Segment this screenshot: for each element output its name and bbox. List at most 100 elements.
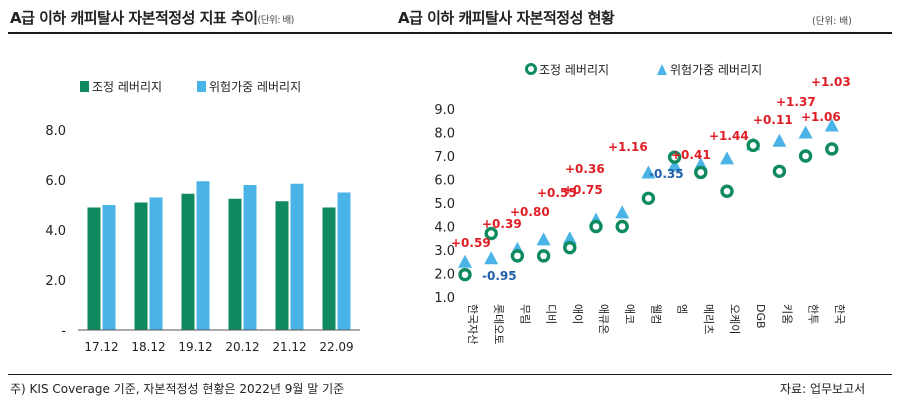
x-tick-label: 롯데오토 <box>492 304 505 344</box>
x-tick-label: 한국 <box>833 304 846 324</box>
legend-label-risk-weighted: 위험가중 레버리지 <box>209 80 301 94</box>
legend-swatch-adjusted <box>80 81 89 92</box>
x-tick-label: 엠 <box>676 304 689 314</box>
bar-risk-weighted <box>196 181 210 330</box>
x-tick-label: 키움 <box>780 304 793 324</box>
y-tick-label: 4.0 <box>434 221 455 236</box>
gap-label: +1.06 <box>801 110 841 124</box>
x-tick-label: 애큐온 <box>597 304 610 334</box>
gap-label-first: -0.95 <box>482 269 517 283</box>
bar-risk-weighted <box>290 183 304 330</box>
y-tick-label: 8.0 <box>45 124 66 139</box>
gap-label: +1.44 <box>709 129 749 143</box>
bar-adjusted <box>87 207 101 330</box>
footnote: 주) KIS Coverage 기준, 자본적정성 현황은 2022년 9월 말… <box>10 382 345 396</box>
y-tick-label: 3.0 <box>434 244 455 259</box>
source-note: 자료: 업무보고서 <box>780 382 866 396</box>
marker-risk-weighted <box>667 158 682 172</box>
bar-risk-weighted <box>243 185 257 330</box>
bar-adjusted <box>134 202 148 330</box>
marker-adjusted <box>458 267 472 282</box>
x-tick-label: 메리츠 <box>702 304 715 334</box>
legend-label-adjusted: 조정 레버리지 <box>92 80 162 94</box>
left-chart-unit: (단위: 배) <box>257 15 295 26</box>
legend-swatch-risk-weighted <box>197 81 206 92</box>
marker-adjusted <box>746 138 760 153</box>
gap-label: +0.80 <box>510 205 550 219</box>
y-tick-label: 1.0 <box>434 291 455 306</box>
gap-label: +0.39 <box>482 217 522 231</box>
gap-label: +0.59 <box>451 236 491 250</box>
bar-risk-weighted <box>337 192 351 330</box>
x-tick-label: 애코 <box>623 304 636 324</box>
marker-adjusted <box>798 149 813 163</box>
marker-adjusted <box>536 249 551 263</box>
marker-adjusted <box>615 219 629 234</box>
x-tick-label: 22.09 <box>319 340 353 354</box>
marker-risk-weighted <box>824 118 839 132</box>
legend-marker-adjusted <box>525 63 537 75</box>
y-tick-label: 8.0 <box>434 127 455 142</box>
bar-risk-weighted <box>102 205 116 330</box>
gap-label: +0.55 <box>537 186 577 200</box>
x-tick-label: 한국자산 <box>466 304 479 344</box>
left-chart-title: A급 이하 캐피탈사 자본적정성 지표 추이(단위: 배) <box>10 9 295 27</box>
legend-label-risk-weighted-right: 위험가중 레버리지 <box>670 63 762 77</box>
marker-adjusted <box>825 142 839 156</box>
y-tick-label: 4.0 <box>45 224 66 239</box>
x-tick-label: 18.12 <box>131 340 165 354</box>
right-chart-title: A급 이하 캐피탈사 자본적정성 현황 <box>398 9 615 27</box>
marker-risk-weighted <box>798 125 813 139</box>
right-gap-labels: +0.59 +0.39+0.80 +0.55 +0.36 +0.75 +1.16-0.35… <box>451 75 851 283</box>
x-tick-label: DGB <box>754 304 767 329</box>
left-legend: 조정 레버리지 위험가중 레버리지 <box>80 80 301 94</box>
y-tick-label: 6.0 <box>434 174 455 189</box>
gap-label: +0.36 <box>565 162 605 176</box>
legend-marker-risk-weighted <box>657 64 667 75</box>
gap-label: +1.16 <box>608 140 648 154</box>
gap-label: +0.11 <box>753 113 793 127</box>
marker-risk-weighted <box>484 251 499 265</box>
right-x-labels: 한국자산 롯데오토 무림 디비 애이 애큐온 애코 웰컴 엠 메리츠 오케이 DGB 키움 한투 한국 <box>466 304 846 344</box>
right-y-axis: 1.0 2.0 3.0 4.0 5.0 6.0 7.0 8.0 9.0 <box>434 103 455 306</box>
marker-adjusted <box>667 150 682 164</box>
right-legend: 조정 레버리지 위험가중 레버리지 <box>525 63 762 77</box>
marker-adjusted <box>772 164 787 178</box>
marker-risk-weighted <box>458 254 472 268</box>
marker-risk-weighted <box>562 231 577 245</box>
bar-risk-weighted <box>149 197 163 330</box>
right-chart-unit: (단위: 배) <box>812 16 852 27</box>
marker-risk-weighted <box>772 133 787 147</box>
bar-adjusted <box>322 207 336 330</box>
marker-adjusted <box>563 240 577 255</box>
bar-adjusted <box>181 193 195 330</box>
marker-adjusted <box>510 249 525 263</box>
marker-adjusted <box>589 219 603 234</box>
gap-label: -0.35 <box>649 167 684 181</box>
header-rule <box>8 32 892 34</box>
bar-adjusted <box>228 198 242 330</box>
x-tick-label: 19.12 <box>178 340 212 354</box>
footer-rule <box>8 374 892 375</box>
x-tick-label: 애이 <box>571 304 584 324</box>
y-tick-label: 2.0 <box>45 274 66 289</box>
marker-adjusted <box>694 165 708 180</box>
y-tick-label: - <box>61 324 66 339</box>
x-tick-label: 20.12 <box>225 340 259 354</box>
left-bars <box>87 181 351 330</box>
x-tick-label: 무림 <box>518 304 531 324</box>
marker-risk-weighted <box>615 205 630 219</box>
y-tick-label: 6.0 <box>45 174 66 189</box>
marker-risk-weighted <box>720 151 734 165</box>
marker-adjusted <box>720 184 734 198</box>
y-tick-label: 9.0 <box>434 103 455 118</box>
left-y-axis: - 2.0 4.0 6.0 8.0 <box>45 124 66 339</box>
y-tick-label: 7.0 <box>434 150 455 165</box>
x-tick-label: 17.12 <box>84 340 118 354</box>
x-tick-label: 디비 <box>545 304 558 324</box>
x-tick-label: 오케이 <box>728 304 741 334</box>
gap-label: +0.41 <box>671 148 711 162</box>
bar-adjusted <box>275 201 289 330</box>
marker-risk-weighted <box>641 165 656 179</box>
